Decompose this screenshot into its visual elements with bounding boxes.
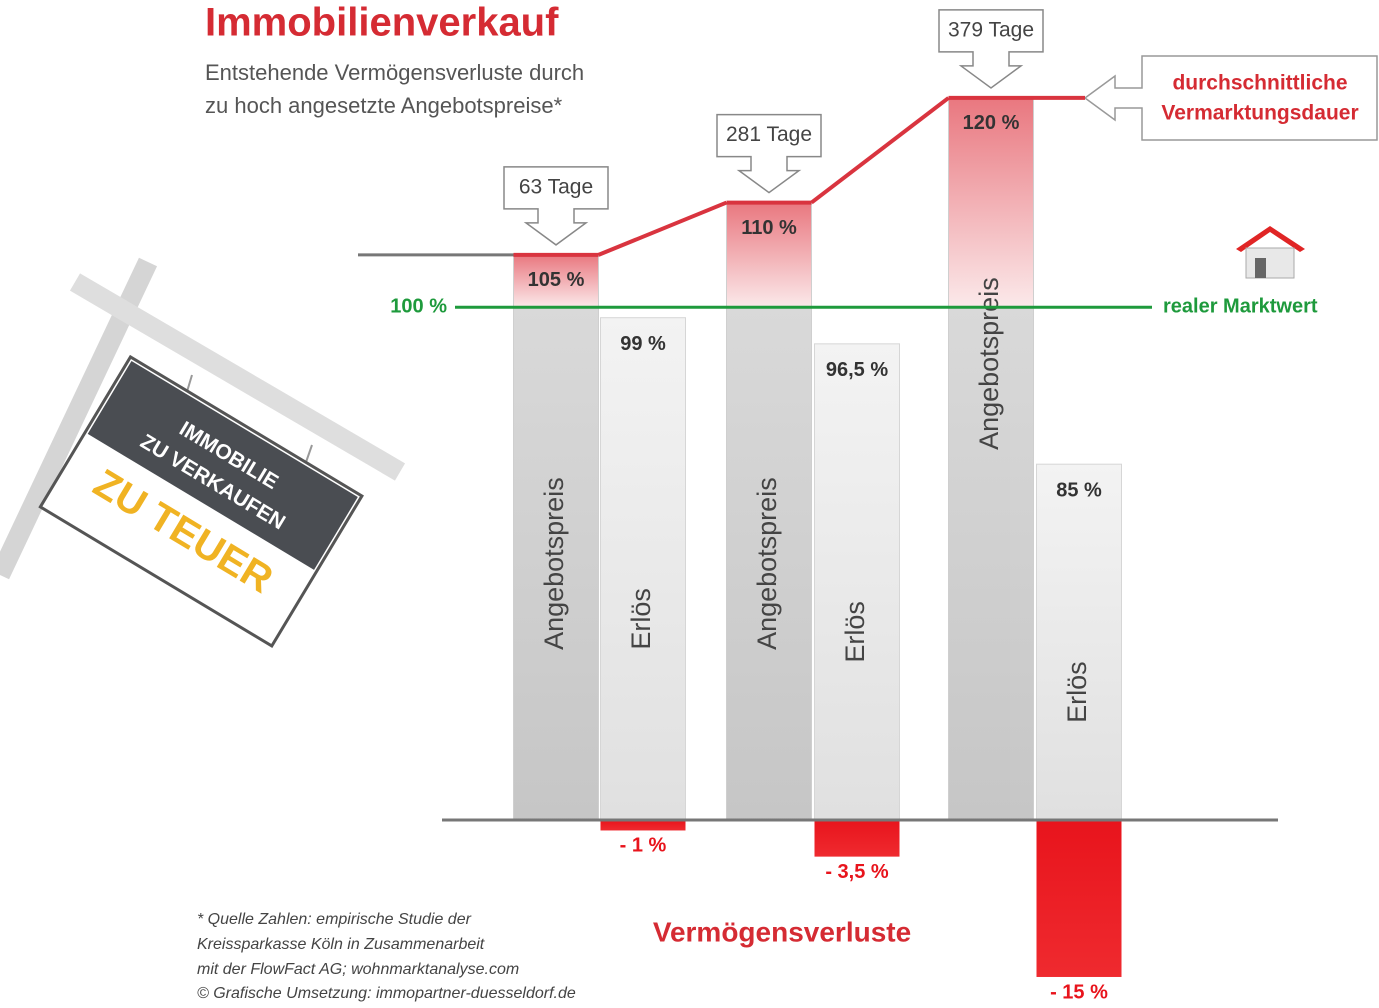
connector bbox=[599, 203, 727, 255]
footnote-line: Kreissparkasse Köln in Zusammenarbeit bbox=[197, 936, 485, 953]
value-label: 85 % bbox=[1056, 479, 1102, 501]
footnote-line: © Grafische Umsetzung: immopartner-duess… bbox=[197, 985, 576, 1002]
bar bbox=[1037, 464, 1122, 820]
chart: IMMOBILIE ZU VERKAUFEN ZU TEUER Immobili… bbox=[0, 0, 1379, 1008]
footnote-line: * Quelle Zahlen: empirische Studie der bbox=[197, 911, 472, 928]
value-label: 99 % bbox=[620, 333, 666, 355]
house-door bbox=[1255, 258, 1266, 278]
footnote: * Quelle Zahlen: empirische Studie der K… bbox=[197, 911, 576, 1002]
value-label: - 3,5 % bbox=[825, 861, 889, 883]
value-label: 110 % bbox=[741, 217, 797, 239]
bar-label: Angebotspreis bbox=[539, 477, 569, 650]
value-label: 120 % bbox=[963, 112, 1020, 134]
house-icon bbox=[1236, 226, 1305, 278]
duration-legend-text: Vermarktungsdauer bbox=[1161, 102, 1358, 125]
duration-label: 379 Tage bbox=[948, 18, 1034, 41]
bar bbox=[815, 344, 900, 820]
duration-label: 63 Tage bbox=[519, 175, 593, 198]
plot: 105 % Angebotspreis 110 % Angebotspreis 120 … bbox=[358, 10, 1318, 1003]
reference-name: realer Marktwert bbox=[1163, 296, 1318, 318]
duration-callout: 63 Tage bbox=[504, 167, 608, 245]
chart-subtitle: Entstehende Vermögensverluste durch bbox=[205, 60, 584, 85]
duration-legend-text: durchschnittliche bbox=[1172, 72, 1347, 95]
duration-legend-box bbox=[1085, 56, 1377, 140]
value-label: - 15 % bbox=[1050, 981, 1108, 1003]
bar-label: Erlös bbox=[840, 601, 870, 663]
value-label: 105 % bbox=[528, 269, 585, 291]
value-label: 96,5 % bbox=[826, 359, 888, 381]
duration-callout: 379 Tage bbox=[939, 10, 1043, 88]
connector bbox=[812, 98, 949, 203]
footnote-line: mit der FlowFact AG; wohnmarktanalyse.co… bbox=[197, 961, 519, 978]
loss-title: Vermögensverluste bbox=[653, 916, 911, 947]
house-wall bbox=[1246, 248, 1294, 278]
chart-title: Immobilienverkauf bbox=[205, 1, 559, 45]
value-label: - 1 % bbox=[620, 835, 667, 857]
bar-label: Angebotspreis bbox=[752, 477, 782, 650]
loss-bar bbox=[1037, 820, 1122, 977]
loss-bar bbox=[815, 820, 900, 857]
bar-label: Angebotspreis bbox=[974, 277, 1004, 450]
duration-callout: 281 Tage bbox=[717, 115, 821, 193]
reference-label: 100 % bbox=[390, 296, 447, 318]
bar-label: Erlös bbox=[626, 588, 656, 650]
duration-legend: durchschnittliche Vermarktungsdauer bbox=[1085, 56, 1377, 140]
bar bbox=[949, 98, 1034, 820]
duration-label: 281 Tage bbox=[726, 123, 812, 146]
bar bbox=[601, 318, 686, 820]
sign: IMMOBILIE ZU VERKAUFEN ZU TEUER bbox=[0, 262, 400, 646]
chart-subtitle: zu hoch angesetzte Angebotspreise* bbox=[205, 93, 563, 118]
loss-bar bbox=[601, 820, 686, 830]
page: IMMOBILIE ZU VERKAUFEN ZU TEUER Immobili… bbox=[0, 0, 1379, 1008]
bar-label: Erlös bbox=[1062, 661, 1092, 723]
